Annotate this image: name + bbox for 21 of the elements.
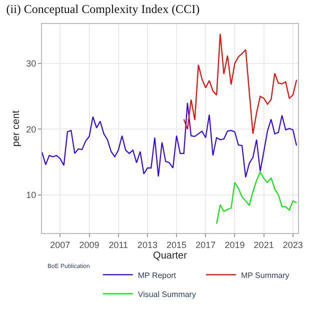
y-axis-title: per cent (11, 110, 22, 147)
y-tick-label: 30 (26, 58, 36, 69)
y-tick-label: 20 (26, 124, 36, 134)
x-tick-label: 2023 (282, 240, 303, 250)
x-axis-title: Quarter (153, 250, 188, 262)
x-tick-label: 2013 (137, 240, 158, 250)
x-tick-label: 2007 (50, 240, 70, 250)
legend-label: MP Summary (240, 270, 290, 280)
x-tick-label: 2019 (224, 240, 245, 250)
line-series (42, 102, 298, 178)
x-tick-label: 2015 (166, 240, 187, 250)
x-tick-label: 2021 (254, 240, 274, 250)
legend-label: MP Report (138, 270, 177, 280)
chart-title: (ii) Conceptual Complexity Index (CCI) (6, 2, 200, 16)
x-tick-label: 2009 (79, 240, 100, 250)
line-series (216, 171, 298, 224)
line-series (183, 33, 298, 134)
legend-label: Visual Summary (138, 290, 196, 299)
y-tick-label: 10 (26, 190, 36, 200)
x-tick-label: 2011 (108, 240, 128, 250)
x-tick-label: 2017 (196, 240, 216, 250)
